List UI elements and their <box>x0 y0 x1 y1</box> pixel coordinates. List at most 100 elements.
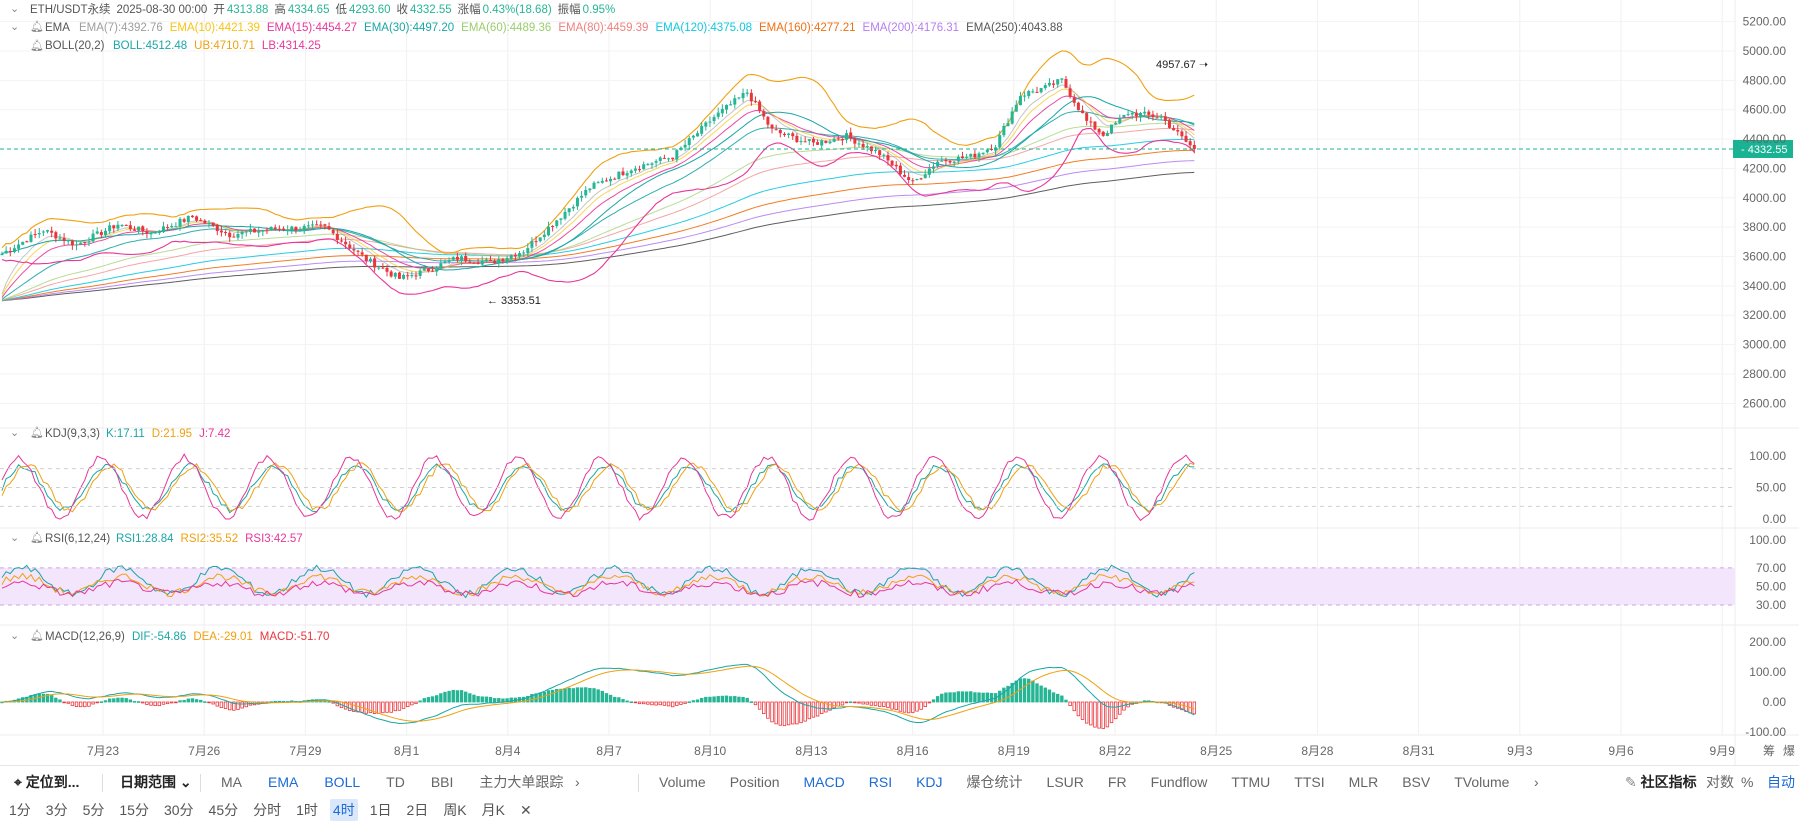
sub-indicator-tab-1[interactable]: Position <box>729 774 780 790</box>
candle-body <box>224 232 228 234</box>
sub-indicator-tab-13[interactable]: TVolume <box>1454 774 1510 790</box>
sub-indicator-tab-5[interactable]: 爆仓统计 <box>966 774 1023 790</box>
candle-body <box>646 164 650 166</box>
macd-dif-line <box>1 663 1195 725</box>
candle-body <box>306 225 310 227</box>
sub-indicator-tab-11[interactable]: MLR <box>1348 774 1379 790</box>
candle-body <box>915 178 919 181</box>
timeframe-5[interactable]: 45分 <box>208 802 239 818</box>
candle-body <box>604 180 608 182</box>
sub-indicator-tab-9[interactable]: TTMU <box>1231 774 1271 790</box>
macd-histogram-bar <box>1064 699 1068 703</box>
timeframe-12[interactable]: 月K <box>481 802 505 818</box>
sub-indicator-tab-6[interactable]: LSUR <box>1046 774 1084 790</box>
main-indicator-tab-0[interactable]: MA <box>221 774 242 790</box>
candle-body <box>770 124 774 129</box>
candle-body <box>294 227 298 231</box>
candle-body <box>882 154 886 156</box>
timeframe-6[interactable]: 分时 <box>253 802 282 818</box>
bell-icon: 🔔︎ <box>30 20 44 33</box>
timeframe-11[interactable]: 周K <box>443 802 467 818</box>
rsi-axis-tick: 30.00 <box>1756 598 1786 612</box>
candle-body <box>563 211 567 219</box>
macd-histogram-bar <box>799 701 803 724</box>
candle-body <box>435 268 439 272</box>
timeframe-9[interactable]: 1日 <box>369 802 392 818</box>
timeframe-2[interactable]: 5分 <box>82 802 105 818</box>
candle-body <box>811 138 815 143</box>
x-axis-tick: 7月23 <box>87 744 119 758</box>
timeframe-8[interactable]: 4时 <box>329 799 358 821</box>
timeframe-7[interactable]: 1时 <box>296 802 318 818</box>
macd-histogram-bar <box>91 701 95 705</box>
candle-body <box>25 241 29 243</box>
main-indicator-tab-1[interactable]: EMA <box>268 774 299 790</box>
macd-histogram-bar <box>563 688 567 703</box>
auto-toggle[interactable]: 自动 <box>1767 774 1795 790</box>
ohlc-value: 4313.88 <box>227 4 269 16</box>
timeframe-0[interactable]: 1分 <box>9 802 31 818</box>
candle-body <box>269 226 273 230</box>
sub-indicator-tab-0[interactable]: Volume <box>659 774 706 790</box>
main-indicator-tab-4[interactable]: BBI <box>430 774 454 790</box>
candle-body <box>228 232 232 238</box>
candle-body <box>667 158 671 160</box>
locate-button[interactable]: ⌖ 定位到... <box>14 774 80 790</box>
macd-histogram-bar <box>853 701 857 704</box>
macd-histogram-bar <box>666 701 671 707</box>
main-indicator-tab-3[interactable]: TD <box>386 774 405 790</box>
macd-histogram-bar <box>161 701 166 705</box>
sub-indicator-tab-7[interactable]: FR <box>1107 774 1127 790</box>
macd-histogram-bar <box>223 701 228 709</box>
sub-indicator-tab-8[interactable]: Fundflow <box>1150 774 1208 790</box>
macd-histogram-bar <box>443 691 447 703</box>
candle-body <box>302 226 306 231</box>
macd-histogram-bar <box>54 697 58 703</box>
macd-histogram-bar <box>20 697 25 703</box>
candle-body <box>513 255 517 257</box>
candle-body <box>596 182 600 184</box>
macd-histogram-bar <box>1105 701 1110 728</box>
chevron-right-icon[interactable]: › <box>575 774 580 790</box>
sub-indicator-tab-10[interactable]: TTSI <box>1294 774 1325 790</box>
macd-histogram-bar <box>207 701 211 704</box>
timeframe-3[interactable]: 15分 <box>119 802 149 818</box>
candle-body <box>898 165 902 175</box>
candle-body <box>236 234 240 238</box>
candle-body <box>1155 117 1159 119</box>
candle-body <box>832 138 836 142</box>
chevron-right-icon[interactable]: › <box>1534 774 1539 790</box>
close-icon[interactable]: ✕ <box>520 802 532 818</box>
timeframe-10[interactable]: 2日 <box>406 802 429 818</box>
main-indicator-tab-5[interactable]: 主力大单跟踪 <box>479 774 564 790</box>
log-scale-toggle[interactable]: 对数 <box>1706 774 1734 790</box>
candle-body <box>1192 144 1196 149</box>
macd-histogram-bar <box>894 701 898 711</box>
sub-indicator-tab-2[interactable]: MACD <box>803 774 845 790</box>
macd-histogram-bar <box>107 698 112 703</box>
candle-body <box>451 257 455 260</box>
price-axis-tick: 3600.00 <box>1743 250 1787 264</box>
price-chart[interactable]: 4957.67 ➝ ← 3353.51 - 4332.55 5200.00 5000.0… <box>0 0 1799 765</box>
community-indicator-button[interactable]: ✎ 社区指标 <box>1625 774 1697 790</box>
timeframe-1[interactable]: 3分 <box>45 802 68 818</box>
candle-body <box>1043 85 1047 89</box>
timeframe-4[interactable]: 30分 <box>163 802 194 818</box>
macd-histogram-bar <box>364 701 369 714</box>
macd-histogram-bar <box>762 701 766 715</box>
sub-indicator-tab-12[interactable]: BSV <box>1402 774 1431 790</box>
candle-body <box>327 226 331 230</box>
candle-body <box>725 104 728 110</box>
legend-value: UB:4710.71 <box>194 40 255 52</box>
legend-value: EMA(60):4489.36 <box>461 22 551 34</box>
candle-body <box>903 174 907 177</box>
main-indicator-tab-2[interactable]: BOLL <box>324 774 361 790</box>
sub-indicator-tab-4[interactable]: KDJ <box>916 774 943 790</box>
rsi-axis-tick: 100.00 <box>1749 533 1786 547</box>
macd-histogram-bar <box>451 689 455 703</box>
macd-histogram-bar <box>227 701 232 711</box>
candle-body <box>393 272 397 277</box>
date-range-button[interactable]: 日期范围 ⌄ <box>120 774 192 790</box>
percent-toggle[interactable]: % <box>1741 774 1754 790</box>
sub-indicator-tab-3[interactable]: RSI <box>868 774 893 790</box>
